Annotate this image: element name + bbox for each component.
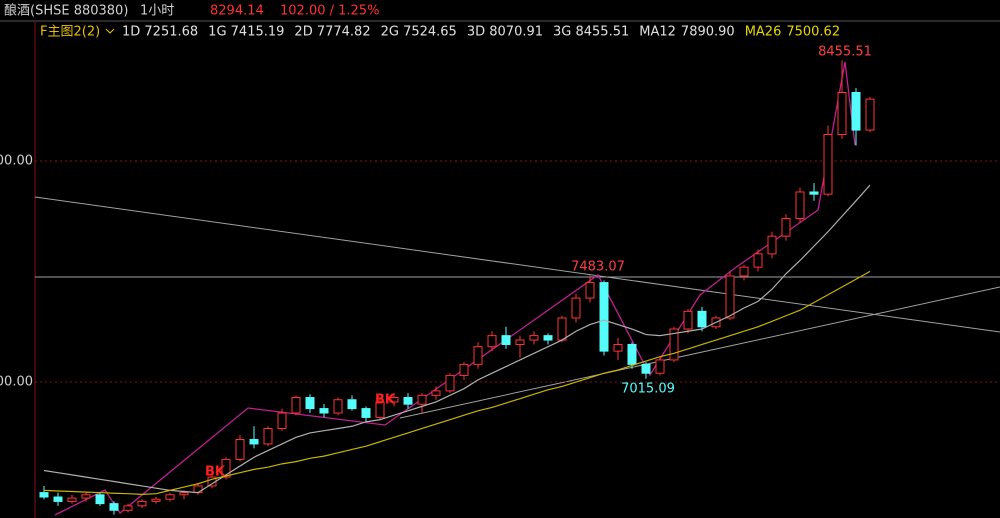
legend-value: 7500.62 (786, 25, 840, 40)
candle-body (599, 282, 609, 352)
candle-body (53, 496, 63, 502)
candle-body (375, 401, 385, 418)
candle-body (249, 439, 259, 445)
candle-body (613, 343, 623, 352)
trend-line (399, 286, 1000, 419)
candle-body (39, 492, 49, 498)
legend-name: MA12 (639, 25, 676, 40)
candle-body (781, 217, 791, 237)
candle-body (585, 282, 595, 299)
candle-body (333, 399, 343, 414)
candle-body (501, 335, 511, 345)
candle-body (571, 297, 581, 319)
candle-body (655, 359, 665, 374)
candle-body (263, 427, 273, 445)
candle-body (725, 275, 735, 319)
candle-body (697, 310, 707, 328)
candle-body (473, 346, 483, 365)
candle-body (795, 191, 805, 219)
candle-body (319, 408, 329, 414)
candle-body (123, 505, 133, 511)
candle-body (543, 335, 553, 341)
candle-body (865, 98, 875, 131)
header: 酿酒(SHSE 880380) 1小时 8294.14 102.00 / 1.2… (4, 3, 379, 40)
candle-body (683, 310, 693, 330)
price-annotation: 8455.51 (818, 45, 872, 60)
candle-body (165, 494, 175, 500)
candle-body (291, 397, 301, 414)
candle-body (459, 363, 469, 376)
candle-body (81, 494, 91, 499)
y-tick-label: 8000.00 (0, 154, 33, 169)
dropdown-icon[interactable] (105, 28, 115, 34)
candle-body (67, 497, 77, 502)
change: 102.00 / 1.25% (280, 4, 379, 19)
indicator-item: 3G 8455.51 (553, 25, 629, 40)
candle-body (235, 439, 245, 460)
indicator-name: F主图2(2) (40, 25, 100, 40)
ma-line (43, 184, 871, 494)
price: 8294.14 (210, 4, 264, 19)
instrument: 酿酒(SHSE 880380) (4, 3, 128, 19)
candle-body (95, 494, 105, 505)
candle-body (305, 397, 315, 410)
candle-body (137, 500, 147, 507)
candle-body (557, 317, 567, 341)
period: 1小时 (140, 4, 174, 19)
candle-body (767, 235, 777, 255)
indicator-item: 3D 8070.91 (467, 25, 543, 40)
candle-body (445, 374, 455, 392)
candle-body (417, 394, 427, 405)
trend-line (34, 196, 1000, 333)
legend-value: 7890.90 (681, 25, 735, 40)
candle-body (277, 412, 287, 429)
candle-body (837, 92, 847, 135)
candle-body (809, 191, 819, 195)
indicator-item: 2D 7774.82 (294, 25, 370, 40)
candle-body (193, 485, 203, 494)
price-annotation: 7015.09 (621, 382, 675, 397)
signal-label: BK (205, 465, 226, 480)
candle-body (151, 498, 161, 502)
candle-body (529, 335, 539, 341)
candle-body (431, 390, 441, 396)
candle-body (403, 397, 413, 405)
indicator-item: 1D 7251.68 (122, 25, 198, 40)
candle-body (389, 397, 399, 403)
ma-line (43, 270, 871, 495)
candle-body (221, 458, 231, 478)
candle-body (851, 92, 861, 131)
candle-body (823, 133, 833, 195)
y-tick-label: 7000.00 (0, 375, 33, 390)
candle-body (179, 492, 189, 496)
signal-label: BK (375, 393, 396, 408)
price-annotation: 7483.07 (571, 260, 625, 275)
candle-body (109, 503, 119, 511)
candle-body (361, 408, 371, 418)
candle-body (627, 343, 637, 365)
candle-body (669, 328, 679, 361)
candle-body (487, 335, 497, 348)
indicator-item: 1G 7415.19 (208, 25, 284, 40)
indicator-item: 2G 7524.65 (381, 25, 457, 40)
candle-body (739, 266, 749, 277)
candle-body (347, 399, 357, 410)
candle-body (753, 253, 763, 268)
legend-name: MA26 (745, 25, 782, 40)
candle-body (641, 363, 651, 374)
candle-body (515, 339, 525, 345)
